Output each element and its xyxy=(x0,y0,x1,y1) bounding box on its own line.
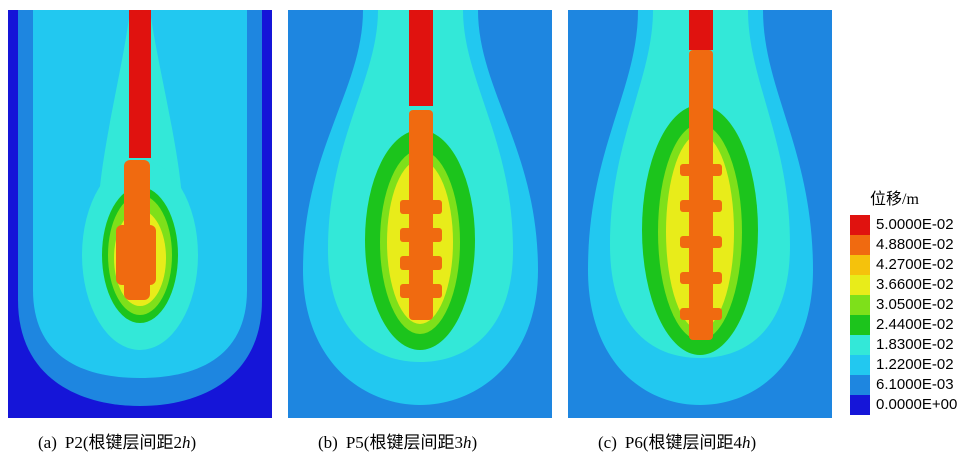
caption-b-close: ) xyxy=(471,433,478,452)
legend-swatch xyxy=(850,295,870,315)
caption-c-italic: h xyxy=(742,433,751,452)
legend-label: 3.6600E-02 xyxy=(876,276,954,293)
caption-c-close: ) xyxy=(750,433,757,452)
legend-item: 3.0500E-02 xyxy=(850,295,979,315)
legend-swatch xyxy=(850,215,870,235)
caption-c-text: P6(根键层间距4 xyxy=(624,433,742,452)
displacement-contour-a xyxy=(8,10,272,418)
caption-a: (a) P2(根键层间距2h) xyxy=(38,428,196,453)
legend-item: 1.8300E-02 xyxy=(850,335,979,355)
legend-label: 4.2700E-02 xyxy=(876,256,954,273)
legend-swatch xyxy=(850,335,870,355)
legend-item: 1.2200E-02 xyxy=(850,355,979,375)
displacement-contour-c xyxy=(568,10,832,418)
legend-swatch xyxy=(850,255,870,275)
contour-panel-a xyxy=(8,10,272,418)
legend-label: 4.8800E-02 xyxy=(876,236,954,253)
legend-item: 6.1000E-03 xyxy=(850,375,979,395)
caption-b-text: P5(根键层间距3 xyxy=(345,433,463,452)
legend-swatch xyxy=(850,315,870,335)
caption-b: (b) P5(根键层间距3h) xyxy=(318,428,477,453)
legend-label: 1.2200E-02 xyxy=(876,356,954,373)
legend-label: 6.1000E-03 xyxy=(876,376,954,393)
contour-panel-c xyxy=(568,10,832,418)
caption-a-tag: (a) xyxy=(38,433,57,452)
legend-label: 2.4400E-02 xyxy=(876,316,954,333)
caption-b-tag: (b) xyxy=(318,433,338,452)
legend-label: 0.0000E+00 xyxy=(876,396,958,413)
displacement-contour-b xyxy=(288,10,552,418)
legend-title: 位移/m xyxy=(870,191,919,208)
legend-swatch xyxy=(850,355,870,375)
legend-swatch xyxy=(850,375,870,395)
caption-c: (c) P6(根键层间距4h) xyxy=(598,428,756,453)
caption-a-text: P2(根键层间距2 xyxy=(64,433,182,452)
legend-item: 0.0000E+00 xyxy=(850,395,979,415)
legend-item: 3.6600E-02 xyxy=(850,275,979,295)
legend-item: 2.4400E-02 xyxy=(850,315,979,335)
legend-item: 4.8800E-02 xyxy=(850,235,979,255)
legend-label: 5.0000E-02 xyxy=(876,216,954,233)
caption-c-tag: (c) xyxy=(598,433,617,452)
caption-a-italic: h xyxy=(182,433,191,452)
legend-swatch xyxy=(850,235,870,255)
legend-item: 4.2700E-02 xyxy=(850,255,979,275)
caption-b-italic: h xyxy=(462,433,472,452)
legend-label: 1.8300E-02 xyxy=(876,336,954,353)
legend-item: 5.0000E-02 xyxy=(850,215,979,235)
caption-a-close: ) xyxy=(190,433,197,452)
legend-swatch xyxy=(850,275,870,295)
legend-swatch xyxy=(850,395,870,415)
contour-panel-b xyxy=(288,10,552,418)
legend-label: 3.0500E-02 xyxy=(876,296,954,313)
